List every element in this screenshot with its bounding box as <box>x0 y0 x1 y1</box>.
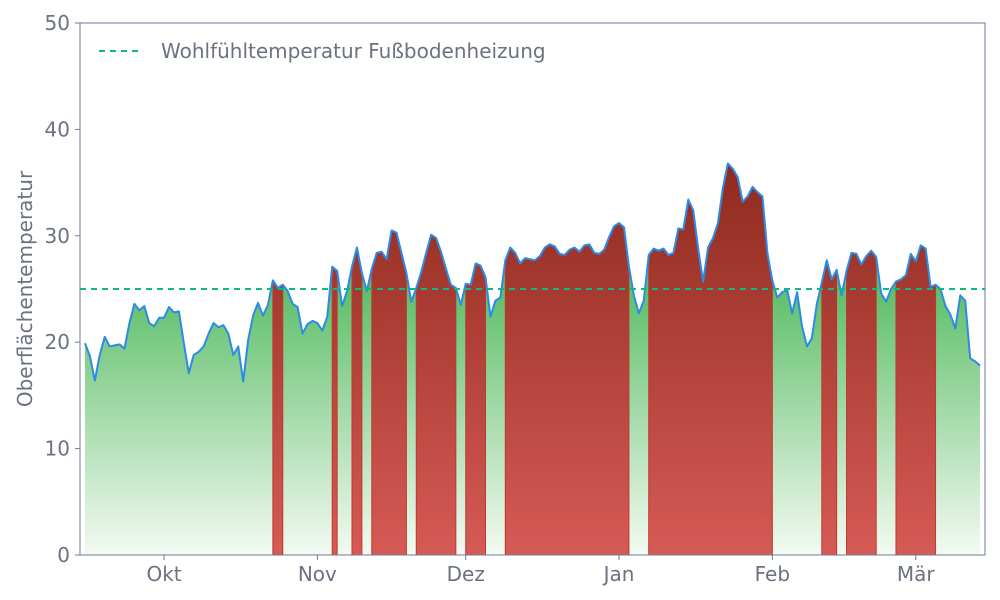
legend: Wohlfühltemperatur Fußbodenheizung <box>99 39 546 63</box>
y-tick-label: 50 <box>45 11 70 35</box>
area-above-threshold-segment <box>895 244 937 555</box>
area-above-threshold-segment <box>371 229 407 555</box>
area-above-threshold-segment <box>272 278 284 555</box>
area-above-threshold-segment <box>846 249 877 555</box>
area-above-threshold-segment <box>465 262 487 555</box>
x-tick-label: Mär <box>897 562 936 586</box>
y-tick-label: 40 <box>45 117 70 141</box>
x-tick-label: Feb <box>755 562 790 586</box>
area-above-threshold-segment <box>504 222 630 555</box>
y-tick-label: 10 <box>45 437 70 461</box>
y-axis-title: Oberflächentemperatur <box>13 170 37 407</box>
plot-frame <box>79 22 986 556</box>
area-above-threshold-segment <box>648 162 773 555</box>
x-tick-label: Nov <box>298 562 337 586</box>
area-above-threshold-segment <box>331 265 338 555</box>
temperature-series-line <box>84 162 981 383</box>
x-tick-label: Jan <box>602 562 635 586</box>
x-tick-label: Dez <box>447 562 485 586</box>
plot-area <box>80 162 985 555</box>
x-axis: Okt Nov Dez Jan Feb Mär <box>146 555 935 586</box>
y-tick-label: 20 <box>45 330 70 354</box>
area-above-threshold-segment <box>351 247 363 555</box>
legend-label-threshold: Wohlfühltemperatur Fußbodenheizung <box>161 39 546 63</box>
y-axis: 0 10 20 30 40 50 <box>45 11 80 567</box>
y-tick-label: 30 <box>45 224 70 248</box>
area-above-threshold-segment <box>821 260 838 555</box>
y-tick-label: 0 <box>57 543 70 567</box>
x-tick-label: Okt <box>146 562 181 586</box>
areas-above-threshold <box>272 162 937 555</box>
